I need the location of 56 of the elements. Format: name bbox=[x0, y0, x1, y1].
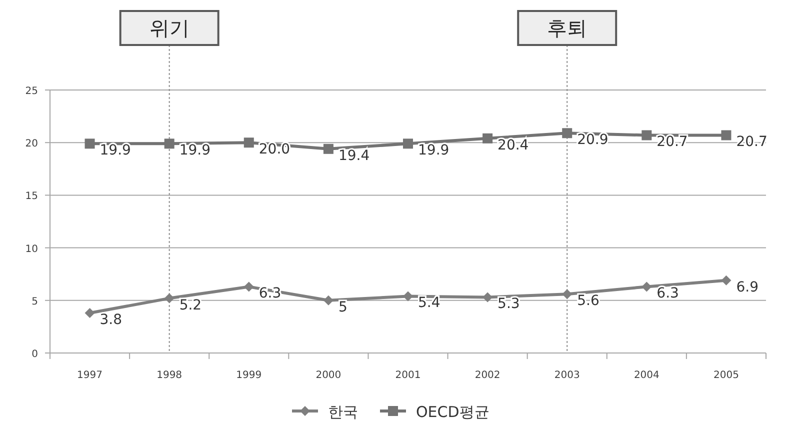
x-tick-label: 1999 bbox=[236, 370, 262, 381]
data-label: 6.9 bbox=[736, 279, 758, 296]
point bbox=[482, 133, 493, 144]
x-tick-label: 2001 bbox=[395, 370, 421, 381]
x-tick-label: 2004 bbox=[634, 370, 660, 381]
x-tick-label: 1997 bbox=[77, 370, 103, 381]
point bbox=[84, 138, 95, 149]
x-tick-label: 2003 bbox=[554, 370, 580, 381]
ref-line-label: 후퇴 bbox=[547, 16, 588, 40]
point bbox=[721, 130, 732, 140]
data-label: 5.2 bbox=[179, 297, 202, 314]
x-tick-label: 2005 bbox=[713, 370, 739, 381]
data-label: 20.7 bbox=[656, 134, 688, 150]
data-label: 19.9 bbox=[418, 142, 450, 159]
x-tick-label: 2000 bbox=[316, 370, 342, 381]
data-label: 20.4 bbox=[498, 137, 529, 154]
ref-label: 후퇴 bbox=[517, 10, 618, 46]
point bbox=[244, 282, 254, 292]
point bbox=[642, 282, 652, 292]
x-tick-label: 2002 bbox=[474, 370, 500, 381]
data-label: 6.3 bbox=[656, 286, 679, 302]
point bbox=[164, 138, 174, 149]
data-label: 20.0 bbox=[258, 142, 290, 158]
y-tick-label: 20 bbox=[25, 138, 38, 150]
data-label: 5.6 bbox=[577, 293, 600, 310]
y-tick-label: 10 bbox=[25, 244, 38, 255]
data-label: 3.8 bbox=[100, 312, 122, 328]
ref-line-label: 위기 bbox=[149, 16, 190, 40]
point bbox=[642, 130, 652, 140]
point bbox=[562, 128, 572, 138]
ref-label: 위기 bbox=[119, 10, 220, 46]
point bbox=[323, 295, 334, 306]
data-label: 5.4 bbox=[418, 295, 440, 312]
point bbox=[403, 291, 413, 302]
data-label: 20.7 bbox=[736, 134, 768, 150]
data-label: 19.9 bbox=[179, 142, 211, 159]
point bbox=[84, 308, 95, 318]
legend-label: 한국 bbox=[328, 403, 358, 421]
y-tick-label: 0 bbox=[32, 349, 38, 360]
data-label: 19.9 bbox=[100, 142, 131, 159]
legend-label: OECD평균 bbox=[416, 403, 490, 421]
data-label: 20.9 bbox=[577, 132, 608, 148]
data-label: 5.3 bbox=[498, 296, 520, 312]
x-tick-label: 1998 bbox=[156, 370, 182, 381]
data-label: 19.4 bbox=[338, 148, 370, 164]
point bbox=[482, 292, 493, 302]
y-tick-label: 25 bbox=[25, 86, 38, 97]
point bbox=[323, 144, 334, 154]
point bbox=[244, 138, 254, 148]
point bbox=[164, 293, 174, 304]
point bbox=[721, 275, 732, 286]
point bbox=[403, 138, 413, 149]
y-tick-label: 15 bbox=[25, 191, 38, 202]
data-label: 5 bbox=[338, 299, 348, 316]
y-tick-label: 5 bbox=[32, 296, 38, 308]
point bbox=[562, 289, 572, 300]
